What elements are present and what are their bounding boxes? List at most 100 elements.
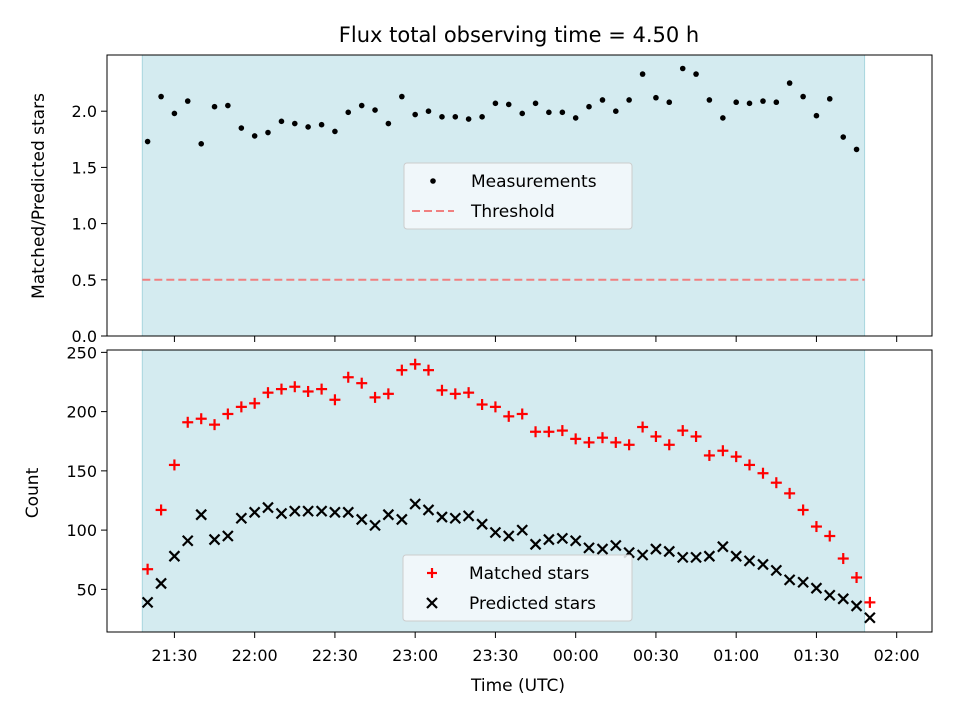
matched-star-point: [342, 371, 354, 383]
measurement-point: [626, 97, 632, 103]
measurement-point: [586, 103, 592, 110]
measurement-point: [733, 99, 739, 106]
predicted-star-point: [810, 582, 823, 594]
matched-star-point: [596, 432, 608, 444]
measurement-point: [519, 110, 526, 117]
threshold-legend-label: Threshold: [470, 202, 555, 222]
measurement-point: [439, 114, 445, 120]
matched-star-point: [543, 426, 555, 438]
bottom-y-axis: 50 100 150 200 250: [66, 343, 107, 599]
top-y-tick-label-1: 0.5: [72, 271, 97, 290]
x-tick-label-6: 00:30: [633, 646, 679, 665]
measurement-point: [184, 98, 191, 104]
predicted-star-point: [770, 564, 783, 577]
top-legend: Measurements Threshold: [403, 162, 633, 230]
predicted-star-point: [650, 543, 662, 555]
predicted-legend-label: Predicted stars: [469, 594, 596, 614]
measurements-legend-label: Measurements: [471, 172, 597, 192]
measurement-point: [653, 94, 659, 101]
predicted-star-point: [195, 508, 207, 521]
predicted-star-point: [690, 551, 702, 564]
predicted-star-point: [355, 513, 368, 526]
top-y-tick-label-3: 1.5: [72, 158, 97, 177]
predicted-star-point: [516, 524, 529, 536]
measurement-point: [385, 120, 392, 127]
measurement-point: [599, 97, 606, 103]
matched-star-point: [717, 445, 729, 457]
matched-star-point: [516, 408, 528, 420]
measurement-point: [399, 93, 405, 100]
matched-legend-marker: [427, 568, 437, 578]
predicted-star-point: [610, 539, 622, 552]
predicted-star-point: [864, 612, 876, 624]
matched-star-point: [570, 433, 582, 445]
top-y-tick-label-2: 1.0: [72, 215, 97, 234]
measurement-point: [318, 121, 325, 128]
measurement-point: [358, 102, 365, 109]
predicted-star-point: [489, 526, 502, 539]
measurement-point: [786, 80, 793, 86]
matched-star-point: [396, 364, 408, 376]
measurement-point: [679, 65, 686, 72]
matched-star-point: [249, 397, 261, 409]
matched-star-point: [409, 358, 421, 370]
predicted-stars-points: [141, 498, 876, 624]
matched-star-point: [489, 401, 501, 413]
measurement-point: [572, 115, 579, 121]
bottom-y-label: Count: [23, 467, 43, 518]
predicted-star-point: [636, 549, 649, 561]
predicted-star-point: [302, 505, 314, 517]
predicted-star-point: [556, 532, 569, 545]
measurement-point: [479, 114, 485, 120]
matched-star-point: [556, 425, 568, 437]
predicted-star-point: [289, 505, 301, 517]
predicted-star-point: [396, 513, 408, 526]
matched-star-point: [302, 385, 314, 397]
matched-star-point: [369, 391, 381, 403]
top-y-tick-label-4: 2.0: [72, 102, 97, 121]
matched-star-point: [382, 388, 394, 400]
matched-star-point: [275, 383, 287, 395]
bottom-legend-box: [402, 554, 633, 622]
matched-star-point: [770, 477, 782, 489]
x-axis-label: Time (UTC): [470, 676, 565, 696]
measurement-point: [211, 103, 218, 110]
matched-star-point: [810, 521, 822, 533]
predicted-star-point: [168, 550, 181, 562]
matched-star-point: [289, 381, 301, 393]
bottom-y-tick-label-2: 150: [66, 462, 97, 481]
matched-stars-points: [142, 358, 876, 608]
matched-star-point: [476, 399, 488, 411]
x-tick-label-0: 21:30: [151, 646, 197, 665]
measurement-point: [278, 118, 285, 125]
measurement-point: [144, 138, 151, 145]
matched-star-point: [168, 459, 180, 471]
measurement-point: [238, 125, 245, 131]
predicted-star-point: [850, 600, 863, 612]
measurement-point: [773, 99, 780, 106]
matched-star-point: [824, 530, 836, 542]
predicted-star-point: [262, 501, 274, 514]
x-tick-label-7: 01:00: [713, 646, 759, 665]
matched-star-point: [690, 430, 702, 442]
predicted-star-point: [155, 577, 167, 590]
matched-star-point: [503, 410, 515, 422]
measurement-point: [853, 146, 860, 153]
matched-star-point: [422, 364, 434, 376]
predicted-star-point: [569, 534, 582, 547]
bottom-y-tick-label-0: 50: [77, 580, 97, 599]
matched-star-point: [784, 487, 796, 499]
measurement-point: [265, 129, 271, 136]
matched-star-point: [436, 384, 448, 396]
measurement-point: [505, 101, 512, 108]
matched-star-point: [730, 451, 742, 463]
measurement-point: [412, 111, 418, 118]
bottom-plot-frame: [106, 349, 933, 633]
top-legend-box: [403, 162, 633, 230]
measurement-point: [372, 107, 378, 113]
matched-star-point: [356, 377, 368, 389]
bottom-legend: Matched stars Predicted stars: [402, 554, 633, 622]
matched-star-point: [463, 387, 475, 399]
matched-star-point: [182, 416, 194, 428]
measurements-legend-marker: [430, 178, 436, 184]
